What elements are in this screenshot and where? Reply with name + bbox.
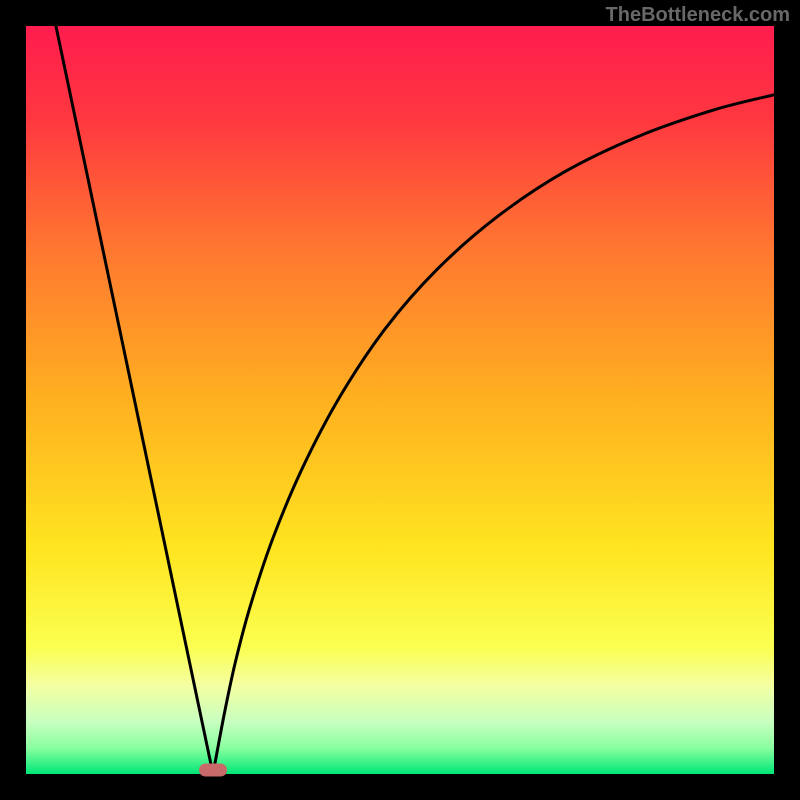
watermark-text: TheBottleneck.com [606, 4, 790, 27]
curve-svg [26, 26, 774, 774]
bottleneck-curve [56, 26, 774, 774]
plot-area [26, 26, 774, 774]
vertex-marker [199, 763, 227, 776]
